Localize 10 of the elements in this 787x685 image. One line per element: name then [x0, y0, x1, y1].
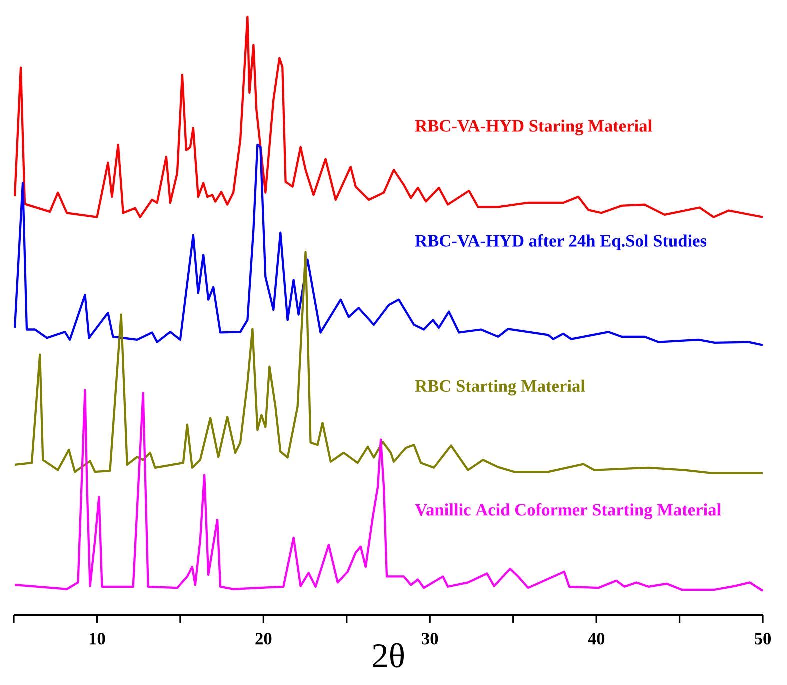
x-tick-label: 10: [90, 633, 106, 645]
x-tick-label: 30: [422, 633, 438, 645]
x-axis-title: 2θ: [373, 643, 404, 668]
text: RBC Starting Material: [415, 380, 586, 396]
x-tick-label: 40: [588, 633, 605, 645]
text: RBC-VA-HYD after 24h Eq.Sol Studies: [415, 234, 707, 250]
x-tick-label: 50: [755, 633, 772, 645]
series-label: Vanillic Acid Coformer Starting Material: [415, 503, 722, 520]
x-tick-label: 20: [256, 633, 272, 645]
text: RBC-VA-HYD Staring Material: [415, 120, 652, 136]
